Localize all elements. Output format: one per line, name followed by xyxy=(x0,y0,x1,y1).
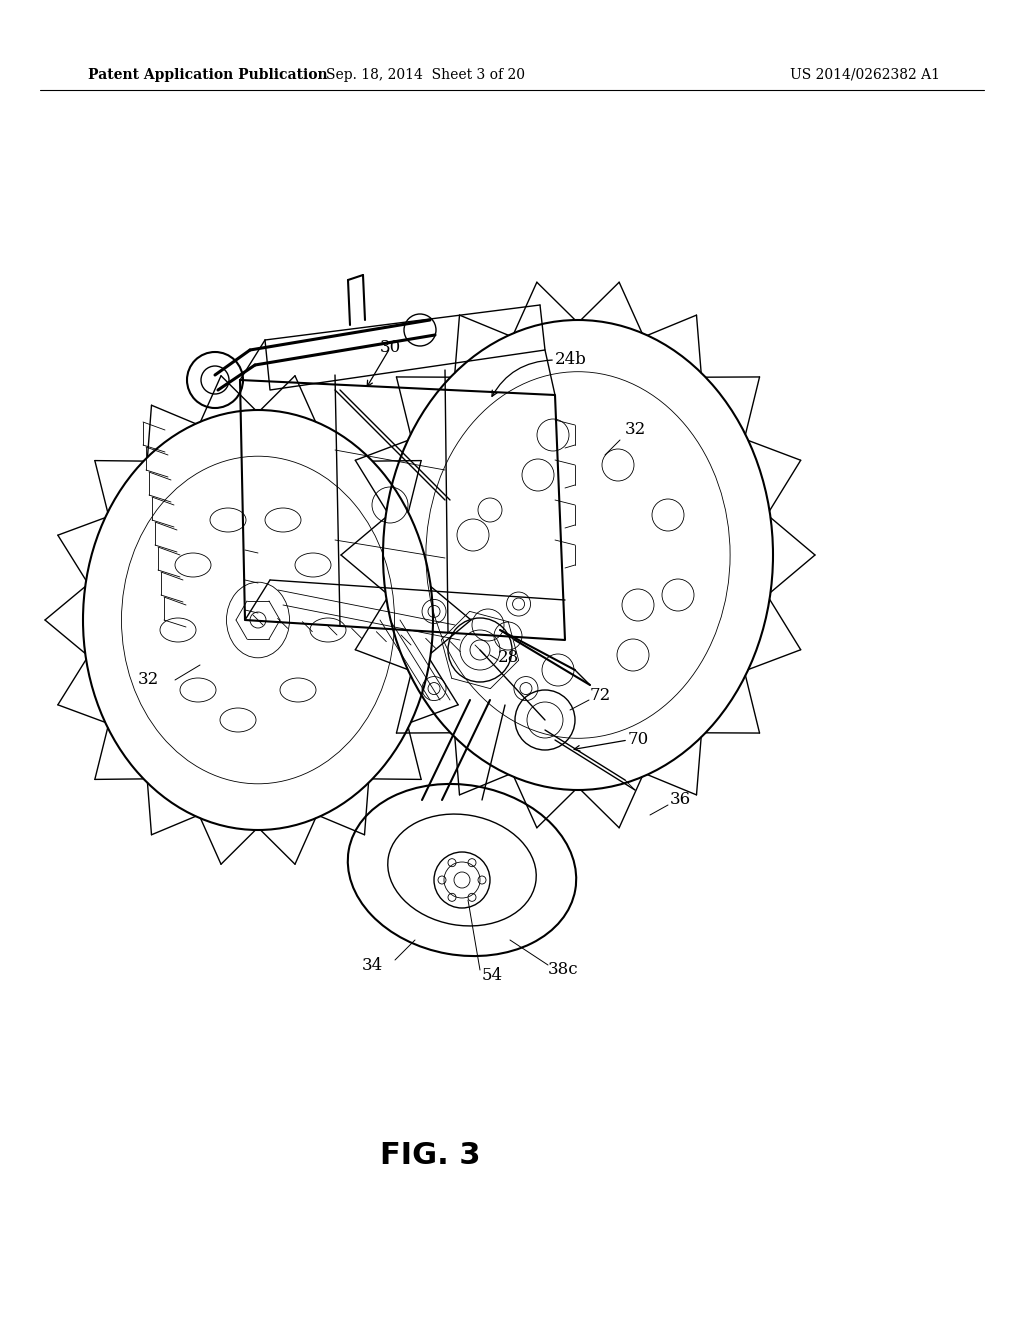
Text: Patent Application Publication: Patent Application Publication xyxy=(88,69,328,82)
Text: 34: 34 xyxy=(361,957,383,974)
Text: 72: 72 xyxy=(590,686,610,704)
Text: Sep. 18, 2014  Sheet 3 of 20: Sep. 18, 2014 Sheet 3 of 20 xyxy=(326,69,524,82)
Text: 28: 28 xyxy=(498,649,518,667)
Text: 54: 54 xyxy=(481,966,503,983)
Text: 36: 36 xyxy=(670,792,690,808)
Text: 24b: 24b xyxy=(555,351,587,368)
Text: 32: 32 xyxy=(625,421,645,438)
Text: US 2014/0262382 A1: US 2014/0262382 A1 xyxy=(790,69,940,82)
Text: 38c: 38c xyxy=(548,961,579,978)
Text: 32: 32 xyxy=(137,672,159,689)
Text: FIG. 3: FIG. 3 xyxy=(380,1140,480,1170)
Text: 70: 70 xyxy=(628,731,648,748)
Text: 30: 30 xyxy=(379,339,400,356)
